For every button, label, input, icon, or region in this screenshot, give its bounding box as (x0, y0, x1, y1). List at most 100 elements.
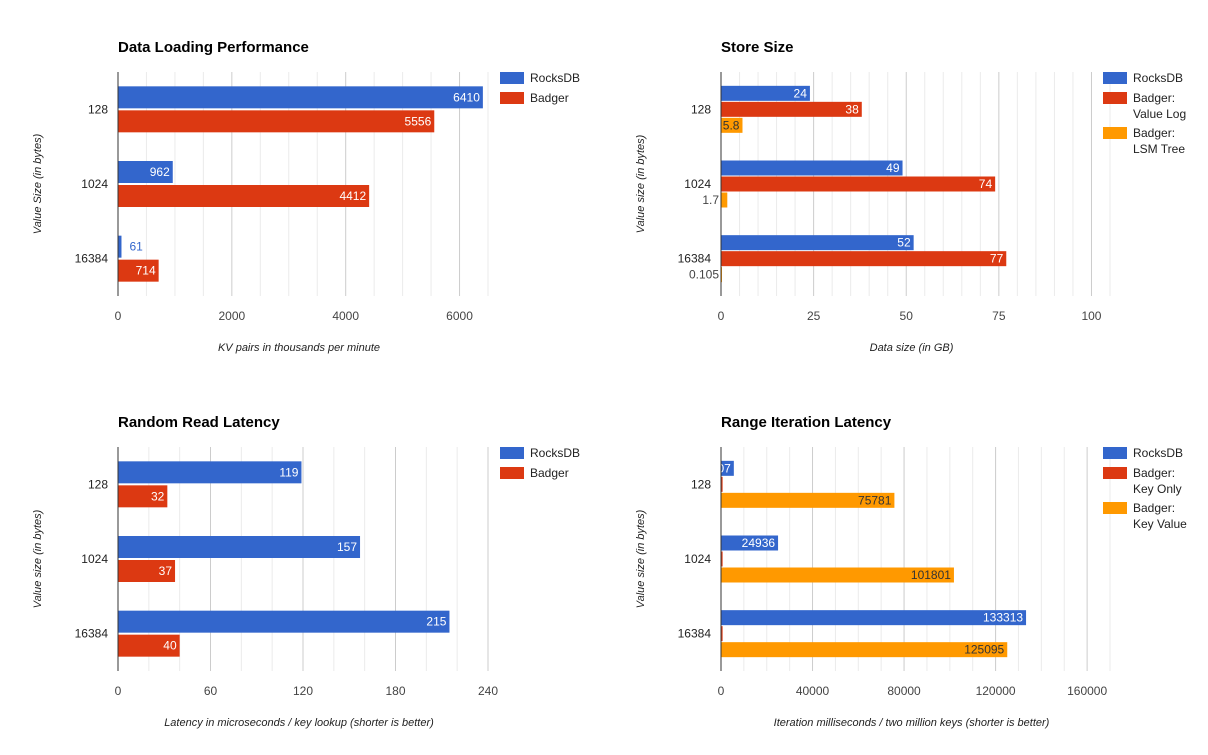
legend-label: RocksDB (530, 446, 580, 460)
data-label: 962 (150, 165, 170, 179)
category-label: 1024 (81, 177, 108, 191)
bar-rocksdb-16384 (118, 610, 450, 633)
x-tick-label: 160000 (1067, 684, 1107, 698)
bar-badger-key-value-128 (721, 492, 895, 508)
data-label: 5607 (704, 461, 731, 475)
legend-item: RocksDB (1103, 71, 1183, 85)
chart-title: Range Iteration Latency (721, 414, 892, 431)
bar-badger-16384 (118, 259, 159, 282)
data-label: 714 (136, 264, 156, 278)
data-label: 119 (279, 465, 298, 479)
data-label: 24936 (742, 536, 776, 550)
y-axis-title: Value size (in bytes) (635, 134, 647, 233)
bar-badger-key-only-1024 (721, 551, 723, 567)
bar-badger-key-only-128 (721, 476, 723, 492)
category-label: 128 (88, 477, 108, 491)
y-axis-title: Value size (in bytes) (635, 509, 647, 608)
category-label: 1024 (81, 552, 108, 566)
data-label: 38 (845, 102, 859, 116)
x-tick-label: 180 (385, 684, 405, 698)
chart-title: Data Loading Performance (118, 39, 309, 56)
category-label: 16384 (678, 627, 712, 641)
bar-badger-key-only-16384 (721, 626, 723, 642)
data-label: 101801 (911, 568, 951, 582)
legend-swatch (1103, 447, 1127, 459)
data-label: 77 (990, 252, 1004, 266)
data-label: 0.105 (689, 268, 719, 282)
x-tick-label: 50 (900, 309, 914, 323)
legend-item: RocksDB (500, 446, 580, 460)
bar-badger-128 (118, 485, 168, 508)
x-axis-title: Latency in microseconds / key lookup (sh… (164, 717, 434, 729)
legend-item: Badger: LSM Tree (1103, 126, 1185, 156)
legend-label: Badger (530, 91, 569, 105)
x-axis-title: Iteration milliseconds / two million key… (774, 717, 1050, 729)
legend-swatch (500, 92, 524, 104)
bar-rocksdb-1024 (118, 161, 173, 183)
bar-rocksdb-128 (721, 460, 734, 476)
bar-rocksdb-128 (118, 86, 483, 109)
bar-badger-value-log-128 (721, 101, 862, 117)
chart-1: Store Size 0 25 50 75 100 128 24 38 5.8 1024 49 74 1.… (635, 39, 1186, 354)
legend-label: Badger (530, 466, 569, 480)
bar-rocksdb-16384 (721, 610, 1027, 626)
category-label: 128 (88, 102, 108, 116)
legend-label: Badger: Value Log (1133, 91, 1186, 121)
legend-label: RocksDB (1133, 71, 1183, 85)
data-label: 75781 (858, 493, 892, 507)
bar-badger-lsm-tree-128 (721, 117, 743, 133)
data-label: 157 (337, 540, 357, 554)
x-axis-title: KV pairs in thousands per minute (218, 342, 380, 354)
legend-swatch (1103, 502, 1127, 514)
data-label: 74 (979, 177, 993, 191)
legend-label: RocksDB (1133, 446, 1183, 460)
legend-swatch (1103, 467, 1127, 479)
x-tick-label: 75 (992, 309, 1006, 323)
legend-label: Badger: LSM Tree (1133, 126, 1185, 156)
category-label: 128 (691, 102, 711, 116)
data-label: 6410 (453, 90, 480, 104)
category-label: 1024 (684, 552, 711, 566)
legend-item: Badger: Value Log (1103, 91, 1186, 121)
data-label: 40 (163, 639, 177, 653)
x-tick-label: 0 (115, 309, 122, 323)
chart-3: Range Iteration Latency 0 40000 80000 120000… (635, 414, 1187, 729)
chart-title: Random Read Latency (118, 414, 280, 431)
bar-rocksdb-1024 (721, 535, 779, 551)
x-tick-label: 120 (293, 684, 313, 698)
legend-item: Badger: Key Only (1103, 466, 1182, 496)
x-tick-label: 6000 (446, 309, 473, 323)
category-label: 16384 (75, 252, 109, 266)
legend-swatch (500, 467, 524, 479)
x-tick-label: 120000 (976, 684, 1016, 698)
x-tick-label: 0 (718, 684, 725, 698)
data-label: 125095 (964, 643, 1004, 657)
data-label: 24 (794, 86, 808, 100)
bar-rocksdb-128 (118, 461, 302, 484)
x-tick-label: 2000 (218, 309, 245, 323)
data-label: 1.7 (702, 193, 719, 207)
legend-label: Badger: Key Only (1133, 466, 1182, 496)
bar-badger-key-value-16384 (721, 642, 1008, 658)
legend-label: RocksDB (530, 71, 580, 85)
x-tick-label: 60 (204, 684, 218, 698)
bar-rocksdb-16384 (118, 235, 122, 258)
category-label: 1024 (684, 177, 711, 191)
data-label: 133313 (983, 611, 1023, 625)
bar-badger-16384 (118, 634, 180, 657)
x-tick-label: 4000 (332, 309, 359, 323)
bar-rocksdb-1024 (721, 160, 903, 176)
legend-label: Badger: Key Value (1133, 501, 1187, 531)
bar-rocksdb-128 (721, 85, 810, 101)
chart-2: Random Read Latency 0 60 120 180 240 128 119 32 1… (32, 414, 580, 729)
x-tick-label: 40000 (796, 684, 830, 698)
x-tick-label: 0 (115, 684, 122, 698)
x-tick-label: 25 (807, 309, 821, 323)
x-tick-label: 240 (478, 684, 498, 698)
bar-badger-key-value-1024 (721, 567, 954, 583)
data-label: 52 (897, 236, 911, 250)
legend-swatch (1103, 127, 1127, 139)
data-label: 5.8 (723, 118, 740, 132)
y-axis-title: Value Size (in bytes) (32, 133, 44, 234)
legend-swatch (500, 447, 524, 459)
